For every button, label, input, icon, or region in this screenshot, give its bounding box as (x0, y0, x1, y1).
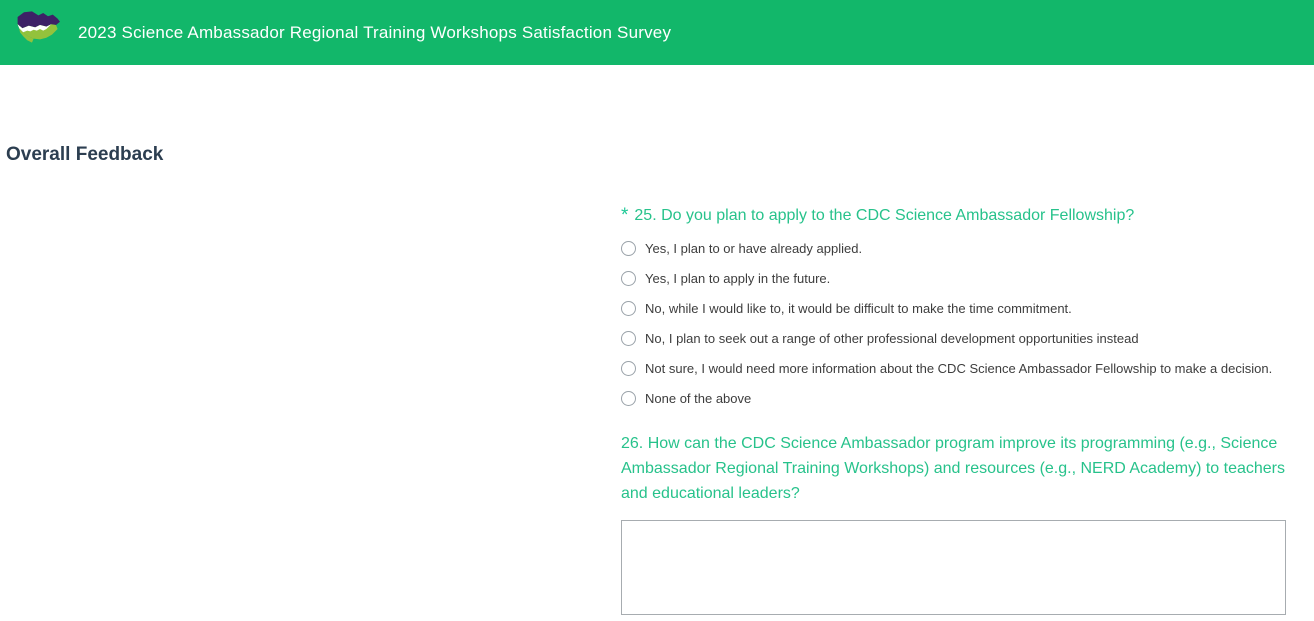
app-logo (16, 9, 64, 57)
option-label-0: Yes, I plan to or have already applied. (645, 241, 862, 256)
option-label-4: Not sure, I would need more information … (645, 361, 1272, 376)
option-label-5: None of the above (645, 391, 751, 406)
radio-button-2[interactable] (621, 301, 636, 316)
option-label-2: No, while I would like to, it would be d… (645, 301, 1072, 316)
section-title: Overall Feedback (6, 144, 163, 166)
question-26-text: 26. How can the CDC Science Ambassador p… (621, 431, 1286, 506)
question-25-text: 25. Do you plan to apply to the CDC Scie… (634, 203, 1134, 229)
question-26-block: 26. How can the CDC Science Ambassador p… (621, 431, 1286, 620)
survey-header: 2023 Science Ambassador Regional Trainin… (0, 0, 1314, 65)
radio-button-1[interactable] (621, 271, 636, 286)
option-row-2[interactable]: No, while I would like to, it would be d… (621, 301, 1286, 316)
survey-title: 2023 Science Ambassador Regional Trainin… (78, 23, 671, 43)
option-row-5[interactable]: None of the above (621, 391, 1286, 406)
option-label-1: Yes, I plan to apply in the future. (645, 271, 830, 286)
survey-body: Overall Feedback * 25. Do you plan to ap… (0, 65, 1314, 621)
option-label-3: No, I plan to seek out a range of other … (645, 331, 1139, 346)
option-row-1[interactable]: Yes, I plan to apply in the future. (621, 271, 1286, 286)
required-asterisk-25: * (621, 203, 628, 229)
option-row-0[interactable]: Yes, I plan to or have already applied. (621, 241, 1286, 256)
radio-button-0[interactable] (621, 241, 636, 256)
radio-button-5[interactable] (621, 391, 636, 406)
option-row-4[interactable]: Not sure, I would need more information … (621, 361, 1286, 376)
radio-button-4[interactable] (621, 361, 636, 376)
option-row-3[interactable]: No, I plan to seek out a range of other … (621, 331, 1286, 346)
question-26-textarea[interactable] (621, 520, 1286, 615)
question-25-options: Yes, I plan to or have already applied. … (621, 241, 1286, 406)
question-25-block: * 25. Do you plan to apply to the CDC Sc… (621, 203, 1286, 406)
radio-button-3[interactable] (621, 331, 636, 346)
